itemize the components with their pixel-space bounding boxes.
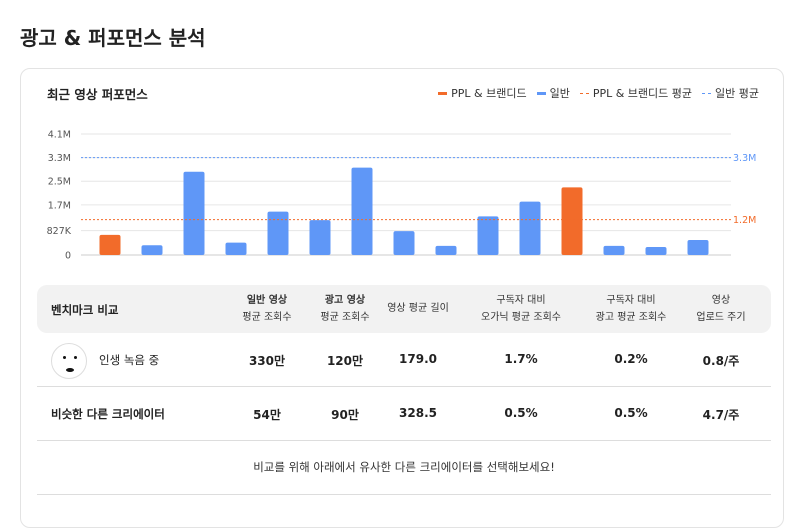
column-header-line: 광고 평균 조회수 [595,312,667,323]
column-header-line: 구독자 대비 [496,295,546,306]
column-header-line: 평균 조회수 [320,312,370,323]
legend-label: PPL & 브랜디드 평균 [592,87,693,100]
bar-general [687,239,709,255]
select-creator-hint: 비교를 위해 아래에서 유사한 다른 크리에이터를 선택해보세요! [37,441,771,495]
column-header-line: 영상 평균 길이 [387,303,449,314]
metric-value: 0.5% [504,406,538,420]
column-header-line: 구독자 대비 [606,295,656,306]
creator-name: 비슷한 다른 크리에이터 [51,407,165,421]
bar-chart: 0 827K 1.7M 2.5M 3.3M 4.1M 3.3M 1.2M [47,130,757,262]
y-tick-label: 4.1M [48,130,71,141]
performance-card: 최근 영상 퍼포먼스 PPL & 브랜디드 일반 PPL & 브랜디드 평균 일… [20,68,784,528]
bar-ppl [99,234,121,255]
metric-value: 328.5 [399,406,437,420]
metric-value: 0.2% [614,352,648,366]
y-tick-label: 3.3M [48,153,71,164]
average-label-general: 3.3M [733,153,756,164]
bar-general [435,245,457,255]
table-row: 비슷한 다른 크리에이터 54만 90만 328.5 0.5% 0.5% 4.7/주 [37,387,771,441]
column-header-line: 영상 [711,295,731,306]
benchmark-header: 벤치마크 비교 일반 영상 평균 조회수 광고 영상 평균 조회수 영상 평균 길이 구독… [37,285,771,333]
bar-general [141,245,163,255]
page-title: 광고 & 퍼포먼스 분석 [20,26,206,50]
metric-value: 120만 [326,354,364,368]
column-header-line: 업로드 주기 [696,312,746,323]
bar-general [477,216,499,255]
column-header-line: 오가닉 평균 조회수 [481,312,561,323]
metric-value: 0.8/주 [702,354,740,368]
metric-value: 179.0 [399,352,437,366]
legend-general-avg[interactable]: 일반 평균 [702,85,759,101]
bar-general [309,220,331,255]
legend-ppl[interactable]: PPL & 브랜디드 [438,85,527,101]
legend-ppl-avg[interactable]: PPL & 브랜디드 평균 [579,85,693,101]
chart-legend: PPL & 브랜디드 일반 PPL & 브랜디드 평균 일반 평균 [438,85,759,101]
column-header-line: 일반 영상 [246,295,288,306]
bar-general [519,201,541,255]
avatar [51,343,87,379]
bar-general [351,167,373,255]
average-label-ppl: 1.2M [733,215,756,226]
metric-value: 90만 [331,408,359,422]
y-tick-label: 0 [65,251,71,262]
metric-value: 0.5% [614,406,648,420]
metric-value: 54만 [253,408,281,422]
bar-general [225,242,247,255]
bar-ppl [561,187,583,255]
legend-label: 일반 [549,87,570,100]
legend-label: 일반 평균 [715,87,759,100]
y-tick-label: 2.5M [48,177,71,188]
bar-general [183,171,205,255]
metric-value: 1.7% [504,352,538,366]
bar-general [267,211,289,255]
table-row: 인생 녹음 중 330만 120만 179.0 1.7% 0.2% 0.8/주 [37,333,771,387]
column-header: 영상 평균 길이 [387,300,449,317]
bar-general [645,247,667,255]
column-header-line: 광고 영상 [324,295,366,306]
metric-value: 330만 [248,354,286,368]
y-tick-label: 827K [47,226,72,237]
benchmark-label: 벤치마크 비교 [51,303,119,317]
creator-name: 인생 녹음 중 [99,353,160,367]
legend-label: PPL & 브랜디드 [451,87,527,100]
bar-general [393,231,415,255]
column-header-line: 평균 조회수 [242,312,292,323]
y-tick-label: 1.7M [48,200,71,211]
legend-general[interactable]: 일반 [536,85,570,101]
bar-general [603,245,625,255]
metric-value: 4.7/주 [702,408,740,422]
chart-title: 최근 영상 퍼포먼스 [47,87,148,102]
